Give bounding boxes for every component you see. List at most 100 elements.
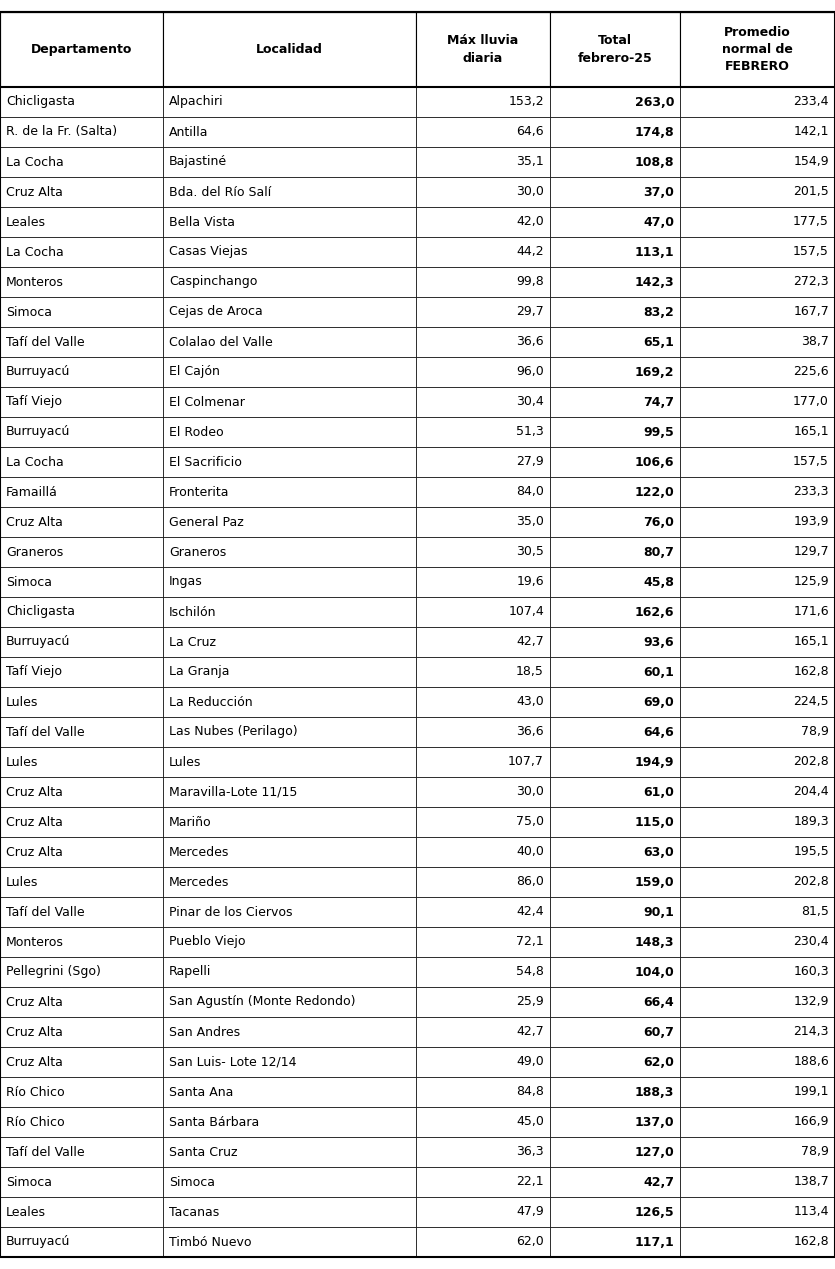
- Bar: [0, 387, 163, 418]
- Text: Bajastiné: Bajastiné: [169, 156, 227, 169]
- Bar: [680, 926, 835, 957]
- Text: 99,5: 99,5: [643, 425, 674, 439]
- Text: Chicligasta: Chicligasta: [6, 605, 75, 618]
- Text: Lules: Lules: [169, 755, 201, 769]
- Bar: [680, 387, 835, 418]
- Text: 160,3: 160,3: [793, 966, 829, 978]
- Text: 30,4: 30,4: [516, 396, 544, 409]
- Text: 42,7: 42,7: [516, 636, 544, 648]
- Text: 30,0: 30,0: [516, 185, 544, 198]
- Bar: [550, 1016, 680, 1047]
- Text: 272,3: 272,3: [793, 275, 829, 288]
- Text: Alpachiri: Alpachiri: [169, 95, 224, 109]
- Bar: [163, 418, 416, 447]
- Bar: [416, 176, 550, 207]
- Bar: [680, 717, 835, 747]
- Text: Río Chico: Río Chico: [6, 1115, 64, 1128]
- Bar: [0, 627, 163, 657]
- Bar: [0, 88, 163, 117]
- Text: 76,0: 76,0: [643, 515, 674, 528]
- Bar: [163, 838, 416, 867]
- Bar: [550, 687, 680, 717]
- Text: 162,8: 162,8: [793, 665, 829, 679]
- Text: La Cruz: La Cruz: [169, 636, 216, 648]
- Text: 84,0: 84,0: [516, 486, 544, 499]
- Text: 107,4: 107,4: [509, 605, 544, 618]
- Text: 65,1: 65,1: [643, 335, 674, 349]
- Text: La Cocha: La Cocha: [6, 456, 63, 468]
- Text: Mariño: Mariño: [169, 816, 211, 829]
- Bar: [416, 537, 550, 567]
- Bar: [0, 357, 163, 387]
- Text: Monteros: Monteros: [6, 275, 63, 288]
- Text: 19,6: 19,6: [516, 576, 544, 589]
- Text: 148,3: 148,3: [635, 935, 674, 948]
- Text: La Reducción: La Reducción: [169, 695, 253, 708]
- Bar: [163, 357, 416, 387]
- Bar: [163, 147, 416, 176]
- Bar: [416, 147, 550, 176]
- Text: 122,0: 122,0: [635, 486, 674, 499]
- Text: Simoca: Simoca: [169, 1175, 215, 1189]
- Text: Graneros: Graneros: [169, 546, 226, 558]
- Text: Casas Viejas: Casas Viejas: [169, 245, 247, 259]
- Bar: [416, 207, 550, 237]
- Bar: [680, 1167, 835, 1197]
- Text: Cruz Alta: Cruz Alta: [6, 515, 63, 528]
- Bar: [163, 237, 416, 266]
- Bar: [416, 418, 550, 447]
- Text: Pellegrini (Sgo): Pellegrini (Sgo): [6, 966, 101, 978]
- Bar: [0, 147, 163, 176]
- Bar: [680, 176, 835, 207]
- Bar: [163, 567, 416, 596]
- Bar: [550, 117, 680, 147]
- Bar: [550, 807, 680, 838]
- Text: 159,0: 159,0: [635, 876, 674, 888]
- Bar: [680, 537, 835, 567]
- Text: 45,8: 45,8: [643, 576, 674, 589]
- Bar: [163, 117, 416, 147]
- Text: 40,0: 40,0: [516, 845, 544, 859]
- Bar: [680, 418, 835, 447]
- Bar: [163, 777, 416, 807]
- Text: 199,1: 199,1: [793, 1085, 829, 1099]
- Text: Burruyacú: Burruyacú: [6, 636, 70, 648]
- Text: 193,9: 193,9: [793, 515, 829, 528]
- Text: Burruyacú: Burruyacú: [6, 365, 70, 378]
- Bar: [163, 627, 416, 657]
- Bar: [163, 867, 416, 897]
- Text: Colalao del Valle: Colalao del Valle: [169, 335, 273, 349]
- Text: Chicligasta: Chicligasta: [6, 95, 75, 109]
- Text: Famaillá: Famaillá: [6, 486, 58, 499]
- Bar: [680, 1016, 835, 1047]
- Text: Ischilón: Ischilón: [169, 605, 216, 618]
- Text: 162,8: 162,8: [793, 1236, 829, 1249]
- Text: 54,8: 54,8: [516, 966, 544, 978]
- Text: Mercedes: Mercedes: [169, 845, 230, 859]
- Bar: [0, 537, 163, 567]
- Bar: [163, 807, 416, 838]
- Text: 30,0: 30,0: [516, 786, 544, 798]
- Bar: [550, 777, 680, 807]
- Bar: [416, 657, 550, 687]
- Bar: [680, 867, 835, 897]
- Text: 138,7: 138,7: [793, 1175, 829, 1189]
- Text: Pueblo Viejo: Pueblo Viejo: [169, 935, 245, 948]
- Bar: [0, 867, 163, 897]
- Text: Cruz Alta: Cruz Alta: [6, 816, 63, 829]
- Text: 37,0: 37,0: [643, 185, 674, 198]
- Text: 61,0: 61,0: [643, 786, 674, 798]
- Bar: [416, 717, 550, 747]
- Text: 42,0: 42,0: [516, 216, 544, 228]
- Bar: [163, 266, 416, 297]
- Bar: [680, 807, 835, 838]
- Bar: [416, 926, 550, 957]
- Text: 142,3: 142,3: [635, 275, 674, 288]
- Text: 202,8: 202,8: [793, 755, 829, 769]
- Bar: [416, 1107, 550, 1137]
- Bar: [416, 508, 550, 537]
- Bar: [163, 11, 416, 88]
- Text: 195,5: 195,5: [793, 845, 829, 859]
- Text: 171,6: 171,6: [793, 605, 829, 618]
- Text: 153,2: 153,2: [509, 95, 544, 109]
